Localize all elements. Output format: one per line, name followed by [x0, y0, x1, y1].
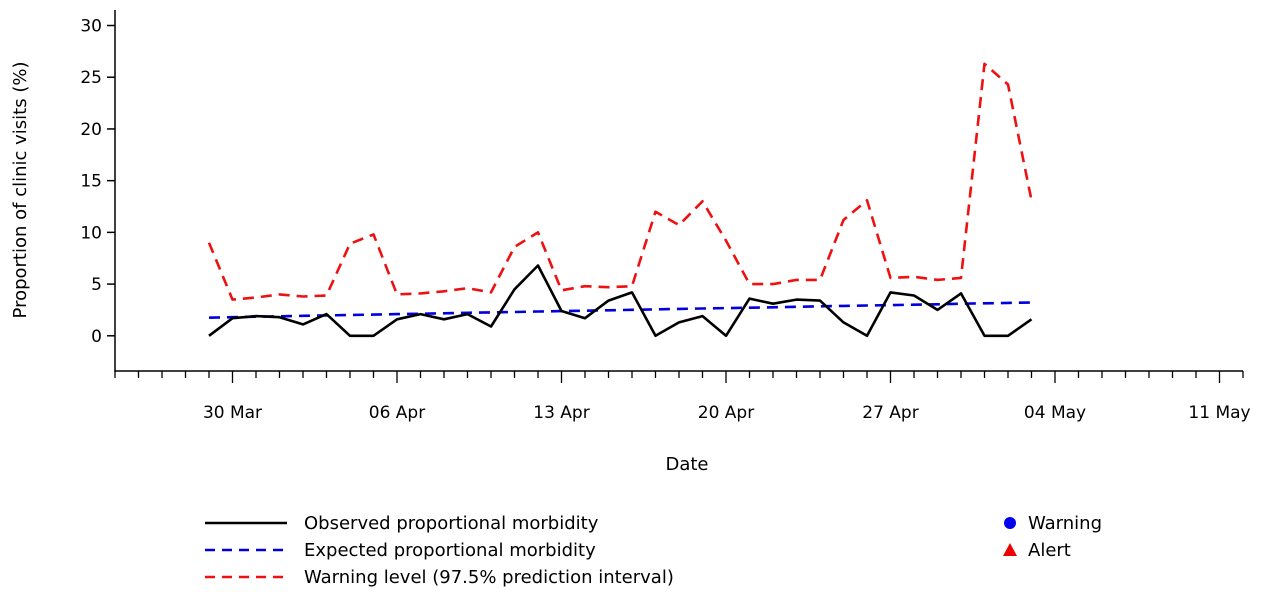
x-tick-label: 30 Mar	[203, 403, 262, 423]
legend-item-alert: Alert	[1003, 540, 1071, 561]
legend-label-warning: Warning	[1028, 513, 1102, 534]
y-tick-label: 10	[80, 223, 102, 243]
legend-label-observed: Observed proportional morbidity	[304, 513, 599, 534]
x-tick-label: 06 Apr	[369, 403, 425, 423]
x-axis: 30 Mar 06 Apr 13 Apr 20 Apr 27 Apr 04 May 11 M…	[114, 370, 1251, 423]
x-tick-label: 11 May	[1188, 403, 1250, 423]
x-tick-label: 27 Apr	[862, 403, 918, 423]
y-tick-label: 5	[91, 275, 102, 295]
alert-marker-icon	[1003, 543, 1017, 556]
x-tick-label: 13 Apr	[533, 403, 589, 423]
observed-series-line	[208, 264, 1033, 338]
legend-label-warning-level: Warning level (97.5% prediction interval…	[304, 567, 674, 588]
legend-item-observed: Observed proportional morbidity	[205, 513, 599, 534]
warning-level-series-line	[207, 62, 1033, 301]
y-axis-title: Proportion of clinic visits (%)	[10, 62, 31, 319]
warning-marker-icon	[1004, 517, 1016, 529]
legend-item-warning-level: Warning level (97.5% prediction interval…	[205, 567, 674, 588]
y-tick-label: 20	[80, 120, 102, 140]
y-tick-label: 0	[91, 327, 102, 347]
y-tick-label: 15	[80, 172, 102, 192]
legend: Observed proportional morbidity Expected…	[205, 513, 1102, 588]
y-tick-label: 25	[80, 68, 102, 88]
legend-label-expected: Expected proportional morbidity	[304, 540, 596, 561]
x-axis-title: Date	[665, 454, 708, 475]
y-axis: 0 5 10 15 20 25 30	[80, 10, 116, 372]
legend-item-warning: Warning	[1004, 513, 1102, 534]
series-layer	[207, 62, 1033, 338]
y-tick-label: 30	[80, 17, 102, 37]
legend-item-expected: Expected proportional morbidity	[205, 540, 596, 561]
x-tick-label: 20 Apr	[698, 403, 754, 423]
expected-series-line	[208, 301, 1032, 319]
legend-label-alert: Alert	[1028, 540, 1071, 561]
x-tick-label: 04 May	[1024, 403, 1086, 423]
